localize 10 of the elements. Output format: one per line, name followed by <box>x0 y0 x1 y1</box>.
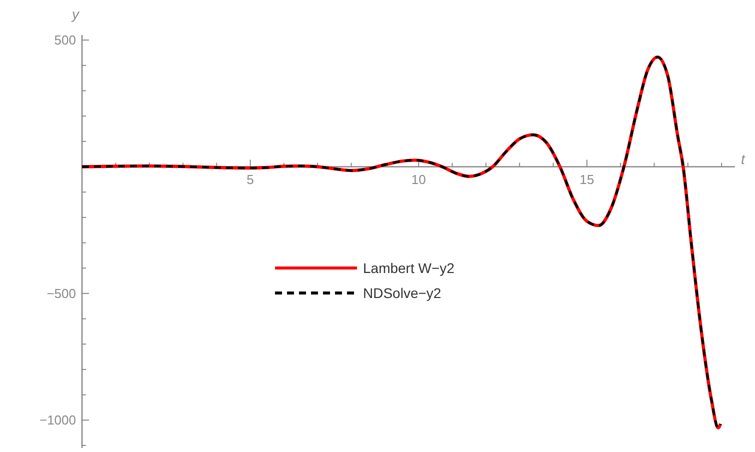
legend-label: Lambert W−y2 <box>363 260 455 276</box>
x-tick-label: 5 <box>246 172 254 187</box>
y-tick-label: −1000 <box>39 412 76 428</box>
x-tick-label: 10 <box>411 172 426 187</box>
x-tick-label: 15 <box>580 172 594 187</box>
y-axis-title: y <box>71 6 80 22</box>
y-tick-label: 500 <box>54 32 76 48</box>
y-tick-label: −500 <box>46 286 76 301</box>
x-axis-title: t <box>741 150 746 167</box>
legend-label: NDSolve−y2 <box>363 285 442 301</box>
